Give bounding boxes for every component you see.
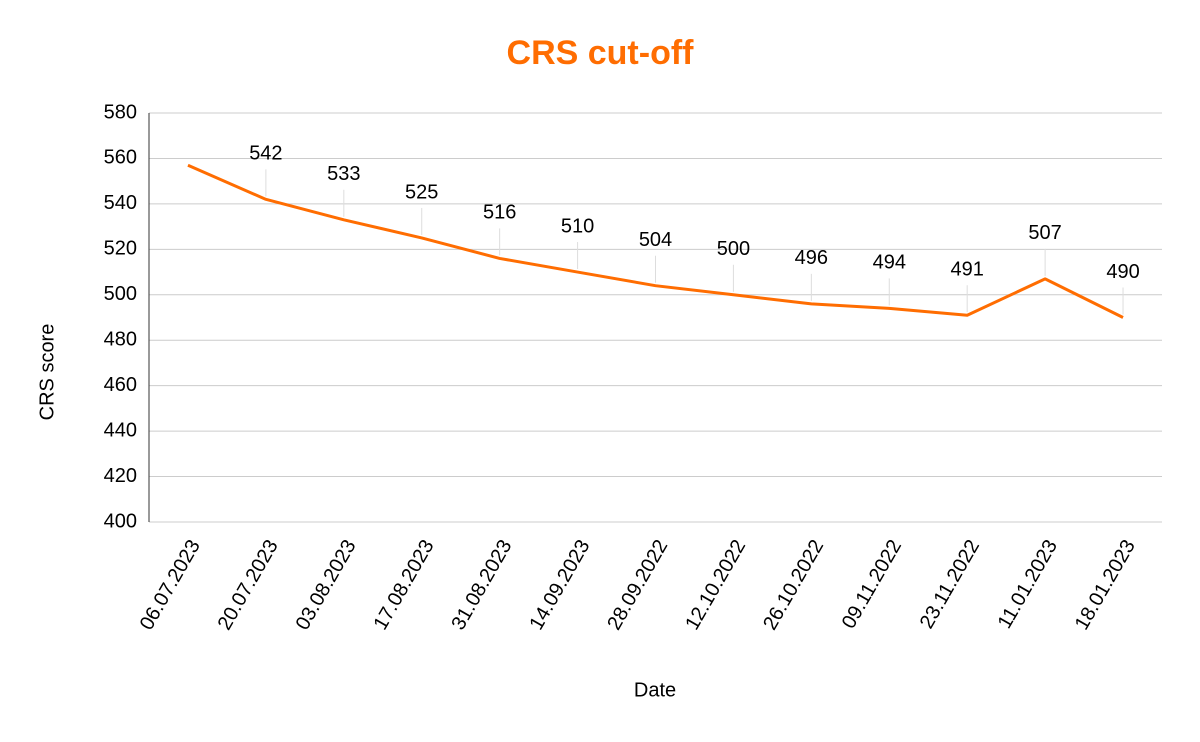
y-tick-label: 540: [104, 192, 137, 214]
x-tick-label: 31.08.2023: [447, 536, 516, 634]
y-tick-label: 580: [104, 101, 137, 123]
data-label: 533: [327, 163, 360, 185]
data-label: 525: [405, 181, 438, 203]
data-label: 542: [249, 143, 282, 165]
y-axis-title: CRS score: [36, 324, 58, 421]
data-label: 491: [951, 259, 984, 281]
y-tick-label: 420: [104, 465, 137, 487]
x-tick-label: 17.08.2023: [370, 536, 439, 634]
x-tick-label: 23.11.2022: [916, 536, 984, 632]
y-tick-label: 440: [104, 419, 137, 441]
y-tick-label: 520: [104, 238, 137, 260]
data-label: 500: [717, 238, 750, 260]
chart-title: CRS cut-off: [507, 34, 695, 72]
y-tick-label: 480: [104, 329, 137, 351]
x-tick-label: 14.09.2023: [525, 536, 594, 634]
y-tick-label: 560: [104, 147, 137, 169]
x-tick-label: 20.07.2023: [214, 536, 283, 634]
y-tick-label: 400: [104, 510, 137, 532]
data-label: 490: [1106, 261, 1139, 283]
x-tick-label: 06.07.2023: [136, 536, 205, 634]
x-axis-title: Date: [634, 679, 676, 701]
x-tick-label: 18.01.2023: [1071, 536, 1140, 634]
data-label: 507: [1028, 222, 1061, 244]
data-line: [187, 163, 1124, 319]
x-tick-label: 09.11.2022: [838, 536, 906, 632]
x-tick-label: 11.01.2023: [994, 536, 1062, 632]
y-tick-label: 460: [104, 374, 137, 396]
x-tick-label: 03.08.2023: [292, 536, 361, 634]
data-label: 496: [795, 247, 828, 269]
x-tick-label: 12.10.2022: [681, 536, 750, 634]
data-label: 510: [561, 215, 594, 237]
data-label: 516: [483, 202, 516, 224]
x-tick-label: 28.09.2022: [603, 536, 672, 634]
y-tick-label: 500: [104, 283, 137, 305]
x-tick-label: 26.10.2022: [759, 536, 828, 634]
data-label: 494: [873, 252, 906, 274]
data-label: 504: [639, 229, 672, 251]
